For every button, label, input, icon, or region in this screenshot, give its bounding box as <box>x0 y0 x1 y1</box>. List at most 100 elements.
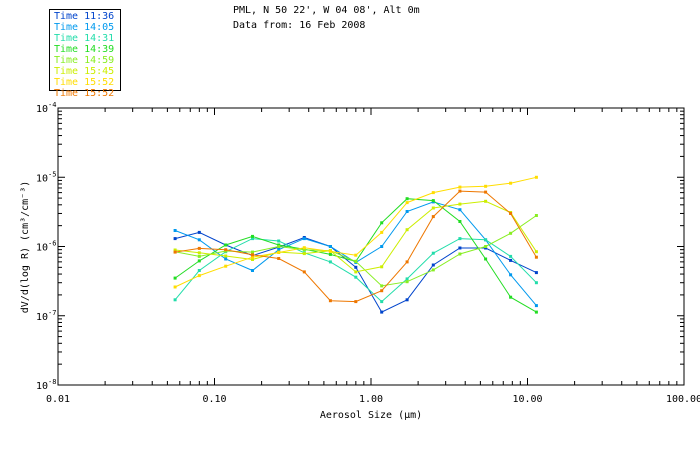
data-point <box>405 280 409 284</box>
series-layer <box>173 175 538 314</box>
data-point <box>458 220 462 223</box>
data-point <box>197 251 201 255</box>
data-point <box>302 248 306 252</box>
data-point <box>405 298 409 302</box>
data-point <box>534 271 538 275</box>
legend-item: Time 14:05 <box>54 22 115 33</box>
data-point <box>224 248 228 252</box>
data-point <box>173 229 177 232</box>
data-point <box>251 255 254 259</box>
data-point <box>431 206 435 210</box>
data-point <box>354 265 358 269</box>
data-point <box>277 251 281 254</box>
legend-item: Time 14:31 <box>54 33 115 44</box>
data-point <box>224 254 228 258</box>
data-point <box>302 237 306 241</box>
y-tick-label: 10-8 <box>36 378 56 392</box>
data-point <box>173 276 177 280</box>
x-axis-label: Aerosol Size (μm) <box>320 410 422 421</box>
data-point <box>405 197 409 201</box>
y-tick-exponent: -7 <box>48 309 56 317</box>
data-point <box>354 275 358 279</box>
axis-ticks: 0.01 0.10 1.00 10.00 100.0010-810-710-610-51… <box>36 101 700 405</box>
data-point <box>484 190 488 194</box>
data-point <box>354 253 358 257</box>
data-point <box>224 257 228 261</box>
y-axis-label: dV/d(log R) (cm³/cm⁻³) <box>20 181 31 313</box>
data-point <box>251 258 254 261</box>
x-tick-label: 0.01 <box>46 394 70 405</box>
legend-item: Time 14:39 <box>54 44 115 55</box>
data-point <box>405 210 409 213</box>
data-point <box>405 277 409 281</box>
data-point <box>277 248 281 252</box>
y-tick-mantissa: 10 <box>36 381 48 392</box>
legend-item: Time 14:59 <box>54 55 115 66</box>
data-point <box>458 252 462 256</box>
data-point <box>224 243 228 247</box>
x-tick-label: 1.00 <box>359 394 383 405</box>
data-point <box>328 249 332 253</box>
y-tick-label: 10-5 <box>36 170 56 184</box>
data-point <box>484 199 488 203</box>
data-point <box>509 231 513 235</box>
data-point <box>405 228 409 232</box>
data-point <box>484 257 488 261</box>
data-point <box>380 284 384 288</box>
plot-frame <box>57 107 685 386</box>
data-point <box>354 270 358 274</box>
data-point <box>534 175 538 179</box>
data-point <box>380 289 384 293</box>
data-point <box>197 274 201 278</box>
data-point <box>197 238 201 242</box>
data-point <box>328 260 332 264</box>
data-point <box>197 254 201 258</box>
data-point <box>328 252 332 256</box>
data-point <box>380 245 384 248</box>
y-tick-mantissa: 10 <box>36 243 48 254</box>
data-point <box>277 239 281 243</box>
data-point <box>431 251 435 255</box>
date-line: Data from: 16 Feb 2008 <box>233 20 366 31</box>
data-point <box>173 250 177 254</box>
data-point <box>251 237 254 241</box>
data-point <box>484 245 488 248</box>
data-point <box>458 202 462 206</box>
data-point <box>302 252 306 256</box>
y-tick-exponent: -6 <box>48 240 56 248</box>
data-point <box>458 246 462 250</box>
data-point <box>197 230 201 234</box>
location-line: PML, N 50 22', W 04 08', Alt 0m <box>233 5 420 16</box>
x-tick-label: 10.00 <box>512 394 542 405</box>
data-point <box>328 245 332 248</box>
data-point <box>302 246 306 250</box>
data-point <box>458 185 462 189</box>
data-point <box>509 181 513 185</box>
data-point <box>509 273 513 277</box>
data-point <box>484 238 488 242</box>
data-point <box>380 265 384 269</box>
data-point <box>173 237 177 241</box>
data-point <box>534 281 538 285</box>
data-point <box>380 310 384 314</box>
data-point <box>405 260 409 264</box>
data-point <box>431 199 435 203</box>
data-point <box>534 214 538 217</box>
legend-item: Time 15:52 <box>54 88 115 99</box>
data-point <box>534 310 538 314</box>
data-point <box>380 230 384 234</box>
data-point <box>251 269 254 272</box>
y-tick-label: 10-6 <box>36 240 56 254</box>
data-point <box>509 254 513 258</box>
data-point <box>328 299 332 303</box>
y-tick-label: 10-7 <box>36 309 56 323</box>
legend-item: Time 15:45 <box>54 66 115 77</box>
data-point <box>405 201 409 205</box>
data-point <box>534 304 538 308</box>
data-point <box>197 259 201 263</box>
data-point <box>173 285 177 289</box>
data-point <box>509 258 513 262</box>
data-point <box>224 264 228 268</box>
